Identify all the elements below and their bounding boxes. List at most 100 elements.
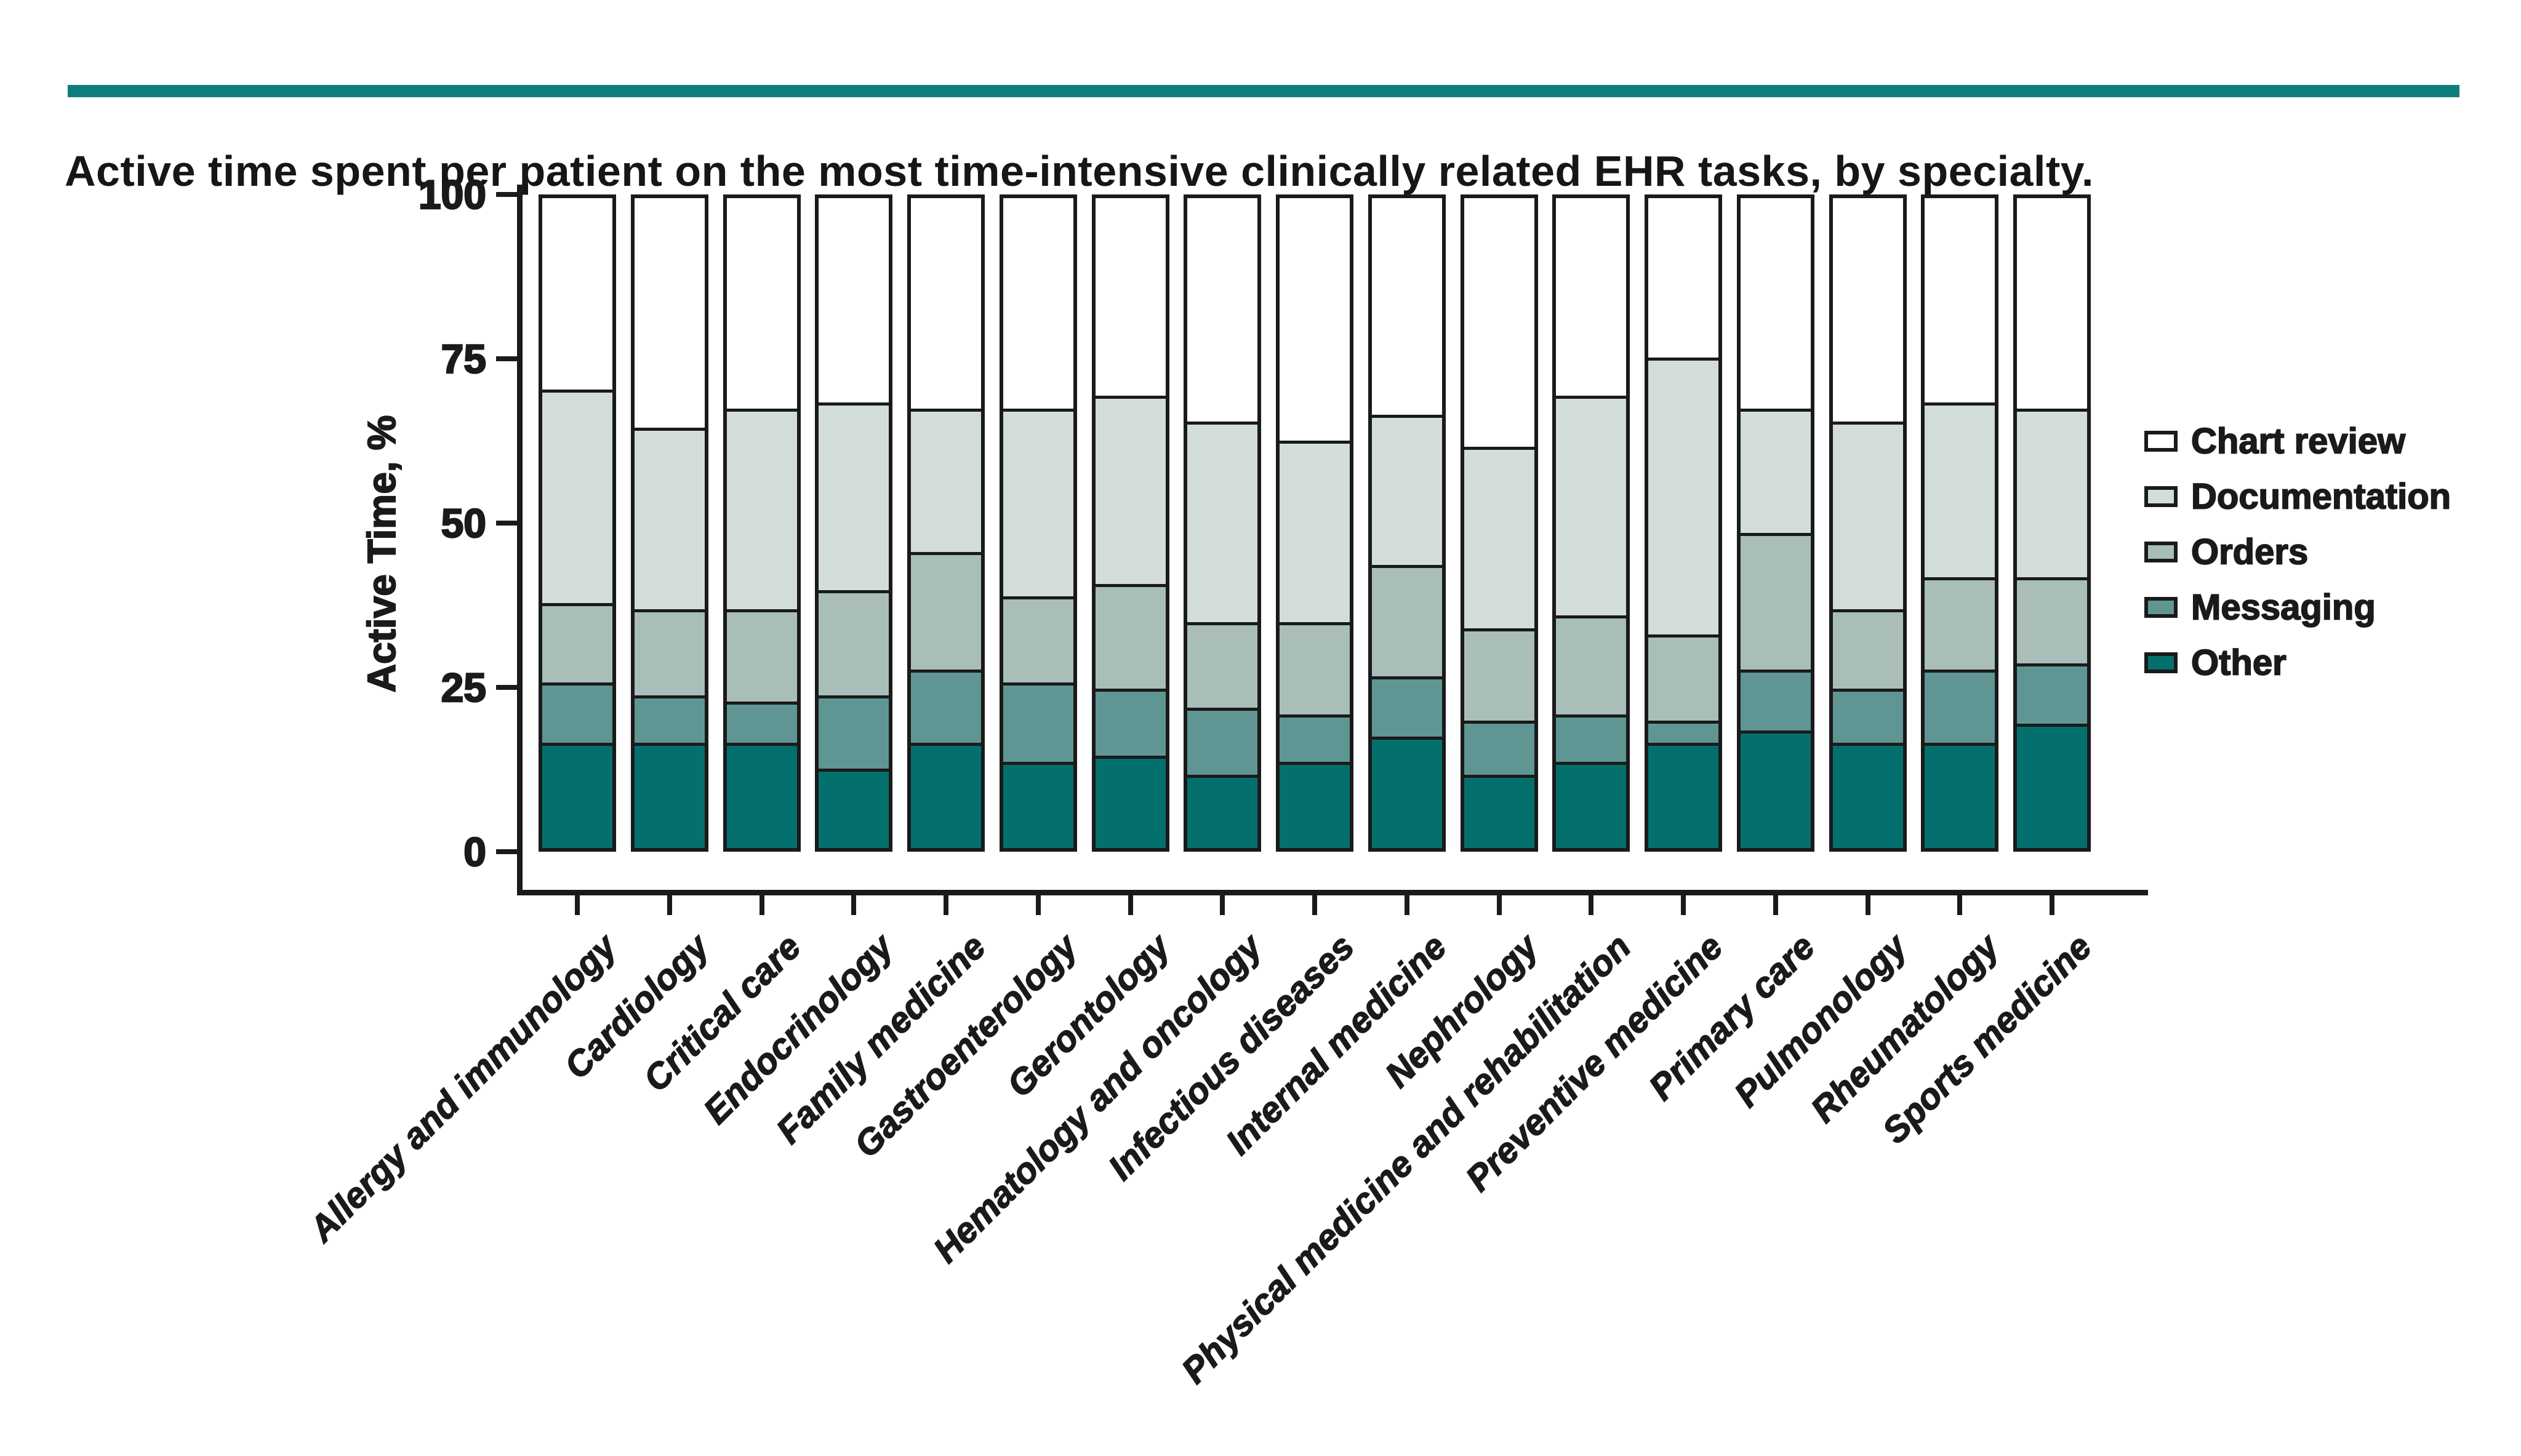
segment-messaging — [1095, 689, 1166, 756]
x-tick-mark — [575, 895, 580, 915]
segment-chart-review — [542, 198, 612, 390]
segment-chart-review — [1464, 198, 1534, 447]
segment-documentation — [1371, 415, 1442, 565]
legend-label-documentation: Documentation — [2190, 476, 2451, 518]
segment-messaging — [542, 682, 612, 743]
segment-documentation — [1556, 396, 1627, 616]
segment-other — [1832, 743, 1903, 848]
segment-other — [1095, 755, 1166, 848]
segment-messaging — [726, 702, 797, 743]
segment-chart-review — [1280, 198, 1350, 441]
segment-messaging — [911, 670, 981, 743]
segment-documentation — [2017, 408, 2087, 578]
segment-documentation — [1095, 396, 1166, 584]
bar-pulmonology — [1829, 194, 1907, 852]
y-tick-label: 100 — [418, 171, 487, 218]
bar-physical-medicine-and-rehabilitation — [1552, 194, 1630, 852]
y-tick-mark — [496, 849, 517, 854]
y-tick-mark — [496, 685, 517, 690]
y-tick-mark — [496, 521, 517, 526]
bar-cardiology — [630, 194, 708, 852]
segment-orders — [1832, 609, 1903, 689]
segment-messaging — [819, 695, 889, 769]
segment-documentation — [1187, 421, 1258, 622]
y-tick-mark — [496, 192, 517, 197]
segment-chart-review — [1003, 198, 1073, 409]
bar-nephrology — [1460, 194, 1538, 852]
segment-orders — [726, 609, 797, 702]
segment-chart-review — [1187, 198, 1258, 422]
segment-chart-review — [2017, 198, 2087, 409]
segment-orders — [1464, 628, 1534, 721]
segment-documentation — [819, 402, 889, 590]
segment-documentation — [634, 427, 705, 610]
segment-documentation — [1003, 408, 1073, 597]
y-axis-line — [517, 185, 523, 895]
x-tick-mark — [1035, 895, 1041, 915]
segment-messaging — [2017, 663, 2087, 724]
segment-other — [726, 743, 797, 848]
legend-swatch-orders — [2144, 542, 2178, 562]
x-tick-mark — [851, 895, 857, 915]
segment-orders — [2017, 577, 2087, 663]
legend-label-messaging: Messaging — [2190, 587, 2376, 628]
bar-allergy-and-immunology — [539, 194, 616, 852]
bar-rheumatology — [1921, 194, 1999, 852]
segment-orders — [819, 590, 889, 695]
segment-orders — [1648, 634, 1718, 721]
segment-documentation — [1832, 421, 1903, 610]
segment-other — [1464, 775, 1534, 848]
segment-messaging — [1003, 682, 1073, 762]
x-tick-mark — [1496, 895, 1502, 915]
y-axis-title: Active Time, % — [359, 415, 404, 694]
segment-other — [1925, 743, 1995, 848]
bar-preventive-medicine — [1645, 194, 1722, 852]
bar-family-medicine — [907, 194, 985, 852]
legend-swatch-documentation — [2144, 486, 2178, 507]
segment-documentation — [911, 408, 981, 552]
segment-other — [634, 743, 705, 848]
segment-messaging — [1187, 708, 1258, 775]
segment-orders — [634, 609, 705, 695]
segment-other — [1648, 743, 1718, 849]
segment-chart-review — [1925, 198, 1995, 402]
segment-orders — [1095, 583, 1166, 689]
x-tick-label: Allergy and immunology — [301, 926, 625, 1250]
x-tick-mark — [1128, 895, 1133, 915]
bar-gastroenterology — [999, 194, 1077, 852]
legend-swatch-messaging — [2144, 597, 2178, 618]
legend-swatch-other — [2144, 652, 2178, 673]
legend-label-other: Other — [2190, 642, 2287, 684]
segment-chart-review — [1371, 198, 1442, 415]
segment-chart-review — [1832, 198, 1903, 422]
segment-other — [2017, 724, 2087, 848]
segment-messaging — [634, 695, 705, 743]
segment-documentation — [1648, 358, 1718, 635]
segment-orders — [1556, 615, 1627, 714]
segment-other — [819, 768, 889, 848]
bar-sports-medicine — [2013, 194, 2091, 852]
y-tick-label: 50 — [440, 500, 487, 547]
x-tick-mark — [1220, 895, 1225, 915]
legend-label-chart-review: Chart review — [2190, 421, 2406, 462]
y-tick-label: 75 — [440, 335, 487, 383]
segment-orders — [542, 602, 612, 682]
bar-endocrinology — [815, 194, 893, 852]
segment-chart-review — [1095, 198, 1166, 396]
segment-messaging — [1371, 676, 1442, 737]
segment-orders — [1740, 532, 1811, 670]
x-axis-line — [517, 890, 2148, 895]
y-tick-mark — [496, 356, 517, 361]
x-tick-mark — [1404, 895, 1409, 915]
x-tick-mark — [2050, 895, 2054, 915]
segment-other — [1187, 775, 1258, 848]
segment-messaging — [1832, 689, 1903, 743]
y-tick-label: 25 — [440, 664, 487, 711]
segment-orders — [1003, 596, 1073, 682]
segment-documentation — [1464, 447, 1534, 629]
segment-messaging — [1925, 670, 1995, 743]
segment-documentation — [1740, 408, 1811, 533]
segment-messaging — [1280, 714, 1350, 762]
segment-orders — [1925, 577, 1995, 670]
